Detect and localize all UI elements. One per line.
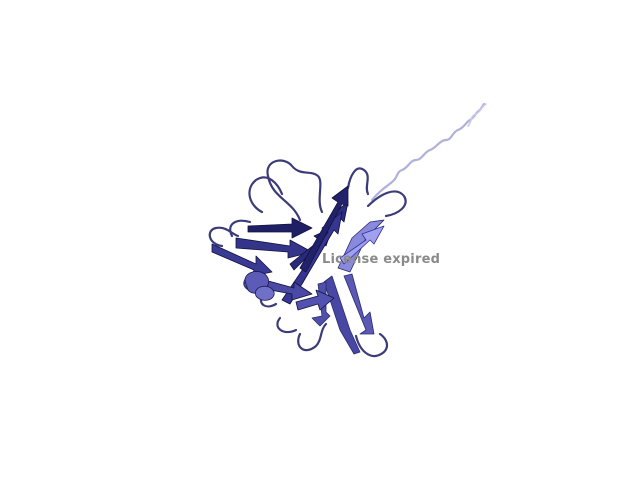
license-watermark: License expired xyxy=(322,252,441,267)
short-helix xyxy=(244,271,275,301)
terminal-tail-coil xyxy=(370,102,487,202)
beta-strand-highlight xyxy=(339,225,385,265)
